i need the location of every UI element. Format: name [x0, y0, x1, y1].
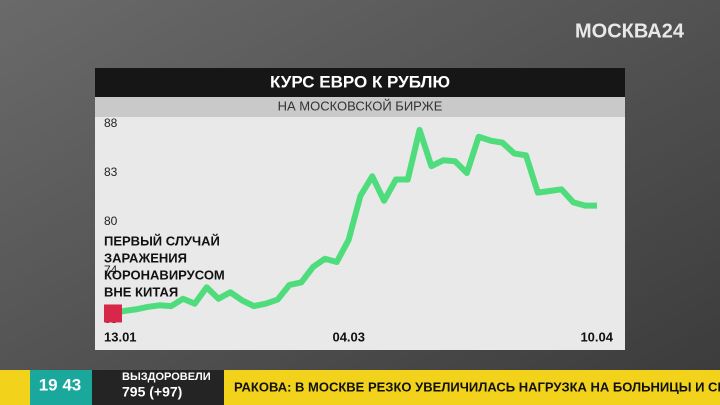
annotation: КОРОНАВИРУСОМ: [104, 267, 225, 282]
chart-title: КУРС ЕВРО К РУБЛЮ: [270, 72, 450, 91]
chart-subtitle: НА МОСКОВСКОЙ БИРЖЕ: [278, 98, 443, 113]
channel-logo: МОСКВА24: [575, 20, 685, 42]
data-line: [111, 126, 597, 317]
x-tick-label: 13.01: [104, 329, 137, 344]
annotation: ПЕРВЫЙ СЛУЧАЙ: [104, 233, 220, 248]
x-tick-label: 10.04: [580, 329, 613, 344]
title-bar: [95, 68, 625, 97]
headline: РАКОВА: В МОСКВЕ РЕЗКО УВЕЛИЧИЛАСЬ НАГРУ…: [234, 379, 720, 394]
y-tick-label: 80: [104, 214, 118, 228]
y-tick-label: 88: [104, 116, 118, 130]
y-tick-label: 83: [104, 165, 118, 179]
stat-label: ВЫЗДОРОВЕЛИ: [122, 371, 211, 383]
subtitle-bar: [95, 97, 625, 117]
annotation: ВНЕ КИТАЯ: [104, 284, 178, 299]
x-tick-label: 04.03: [332, 329, 365, 344]
annotation: ЗАРАЖЕНИЯ: [104, 250, 187, 265]
stat-box: [92, 370, 224, 405]
clock: 19 43: [39, 375, 82, 394]
event-marker: [104, 304, 122, 323]
stat-value: 795 (+97): [122, 384, 182, 400]
y-tick-label: 74: [104, 263, 118, 277]
